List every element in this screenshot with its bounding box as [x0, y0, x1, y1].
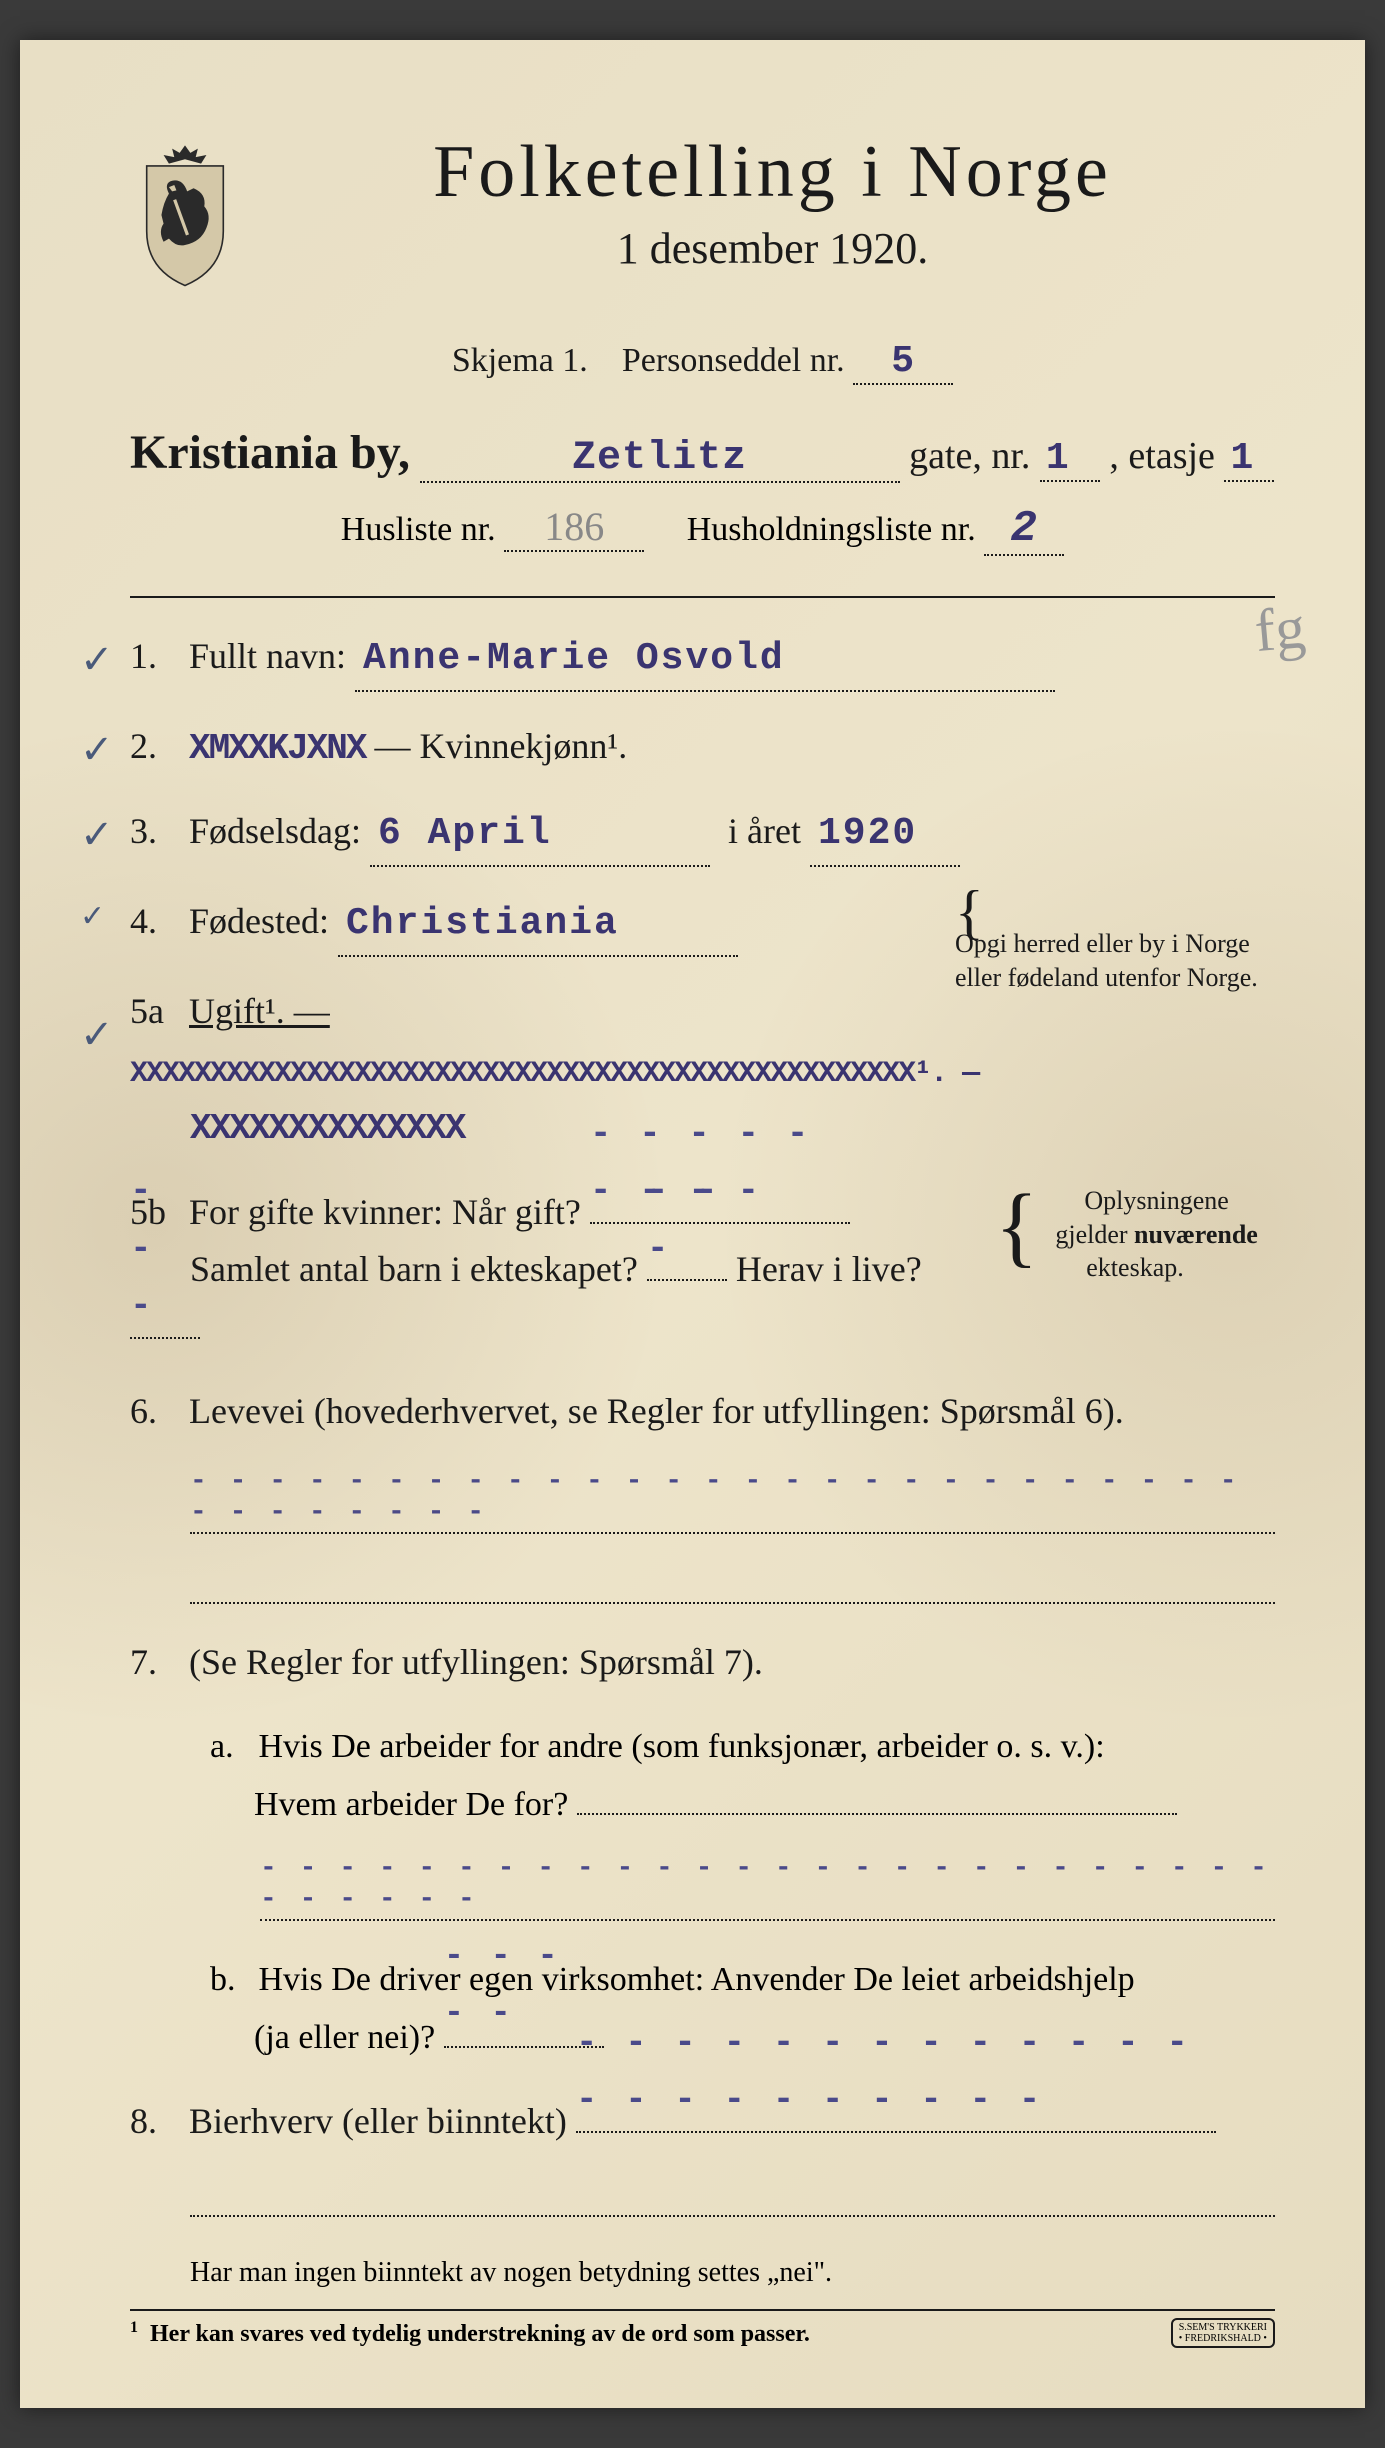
q2-crossed: XMXXKJXNX	[189, 728, 365, 769]
checkmark-icon: ✓	[80, 718, 114, 782]
q7-label: (Se Regler for utfyllingen: Spørsmål 7).	[189, 1642, 763, 1682]
question-4: ✓ { Opgi herred eller by i Norge eller f…	[130, 893, 1275, 957]
checkmark-icon: ✓	[80, 803, 114, 867]
q7a-l1: Hvis De arbeider for andre (som funksjon…	[259, 1728, 1105, 1765]
q4-label: Fødested:	[189, 901, 329, 941]
footer-note: Har man ingen biinntekt av nogen betydni…	[190, 2257, 1275, 2289]
q5b-note-l2: gjelder nuværende	[1055, 1220, 1257, 1249]
husliste-line: Husliste nr. 186 Husholdningsliste nr. 2	[130, 503, 1275, 556]
husliste-label: Husliste nr.	[341, 511, 496, 548]
husholdning-label: Husholdningsliste nr.	[687, 511, 976, 548]
title-block: Folketelling i Norge 1 desember 1920.	[270, 120, 1275, 274]
q2-label: — Kvinnekjønn¹.	[374, 726, 627, 766]
question-8: 8. Bierhverv (eller biinntekt)	[130, 2093, 1275, 2151]
q7a-l2: Hvem arbeider De for?	[210, 1786, 568, 1823]
skjema-label-right: Personseddel nr.	[622, 342, 845, 379]
question-7: 7. (Se Regler for utfyllingen: Spørsmål …	[130, 1634, 1275, 1692]
question-5b: { Oplysningene gjelder nuværende ekteska…	[130, 1184, 1275, 1357]
q1-label: Fullt navn:	[189, 636, 346, 676]
husliste-nr: 186	[504, 503, 644, 552]
question-2: ✓ 2. XMXXKJXNX — Kvinnekjønn¹.	[130, 718, 1275, 778]
printer-stamp: S.SEM'S TRYKKERI • FREDRIKSHALD •	[1171, 2318, 1275, 2348]
street-name: Zetlitz	[420, 436, 900, 483]
footnote-text: Her kan svares ved tydelig understreknin…	[150, 2321, 810, 2347]
personseddel-nr: 5	[853, 340, 953, 385]
q6-answer-line: - - - - - - - - - - - - - - - - - - - - …	[190, 1466, 1275, 1534]
q5b-l2b: Herav i live?	[736, 1249, 922, 1289]
footnote: 1 Her kan svares ved tydelig understrekn…	[130, 2309, 1275, 2348]
stamp-l2: • FREDRIKSHALD •	[1179, 2333, 1267, 2344]
q5b-note-l3: ekteskap.	[1086, 1253, 1183, 1282]
q7a-blank	[577, 1813, 1177, 1815]
census-form-page: fg Folketelling i Norge 1 desember 1920.…	[20, 40, 1365, 2408]
gate-label: gate, nr.	[909, 435, 1030, 477]
q7a-answer-line: - - - - - - - - - - - - - - - - - - - - …	[260, 1853, 1275, 1921]
husholdning-nr: 2	[984, 504, 1064, 556]
q7b-l1: Hvis De driver egen virksomhet: Anvender…	[259, 1961, 1135, 1998]
q6-label: Levevei (hovederhvervet, se Regler for u…	[189, 1391, 1124, 1431]
q5a-ugift: Ugift¹. —	[189, 991, 330, 1031]
q5b-note-l1: Oplysningene	[1084, 1186, 1228, 1215]
city-line: Kristiania by, Zetlitz gate, nr. 1 , eta…	[130, 425, 1275, 483]
q8-blank	[576, 2131, 1216, 2133]
q8-label: Bierhverv (eller biinntekt)	[189, 2101, 567, 2141]
children-alive-blank	[130, 1337, 200, 1339]
etasje-nr: 1	[1224, 437, 1274, 482]
birthplace: Christiania	[338, 894, 738, 957]
checkmark-icon: ✓	[80, 1003, 114, 1067]
checkmark-icon: ✓	[80, 893, 105, 941]
q3-mid: i året	[728, 811, 801, 851]
q5a-crossed1: XXXXXXXXXXXXXXXXXXXXXXXXXXXXXXXXXXXXXXXX…	[130, 1057, 978, 1091]
q3-label: Fødselsdag:	[189, 811, 361, 851]
full-name-value: Anne-Marie Osvold	[355, 629, 1055, 692]
skjema-label-left: Skjema 1.	[452, 342, 588, 379]
q7b-l2: (ja eller nei)?	[210, 2019, 435, 2056]
q5b-side-note: { Oplysningene gjelder nuværende ekteska…	[995, 1184, 1275, 1285]
question-3: ✓ 3. Fødselsdag: 6 April i året 1920	[130, 803, 1275, 867]
children-total-blank	[647, 1279, 727, 1281]
coat-of-arms-icon	[130, 140, 240, 290]
q8-answer-line-2	[190, 2177, 1275, 2217]
skjema-line: Skjema 1. Personseddel nr. 5	[130, 340, 1275, 385]
etasje-label: , etasje	[1109, 435, 1215, 477]
city-prefix: Kristiania by,	[130, 426, 410, 479]
q4-side-note: { Opgi herred eller by i Norge eller fød…	[955, 893, 1275, 995]
q5b-l2a: Samlet antal barn i ekteskapet?	[130, 1249, 638, 1289]
q4-note-l1: Opgi herred eller by i Norge	[955, 929, 1250, 958]
q5b-l1: For gifte kvinner: Når gift?	[189, 1192, 581, 1232]
gate-nr: 1	[1040, 437, 1100, 482]
subtitle: 1 desember 1920.	[270, 223, 1275, 274]
birth-day: 6 April	[370, 804, 710, 867]
question-1: ✓ 1. Fullt navn: Anne-Marie Osvold	[130, 628, 1275, 692]
q5a-crossed2: XXXXXXXXXXXXXX	[130, 1108, 464, 1149]
header: Folketelling i Norge 1 desember 1920.	[130, 120, 1275, 290]
main-title: Folketelling i Norge	[270, 130, 1275, 215]
divider	[130, 596, 1275, 598]
stamp-l1: S.SEM'S TRYKKERI	[1179, 2322, 1267, 2333]
q6-answer-line-2	[190, 1564, 1275, 1604]
question-6: 6. Levevei (hovederhvervet, se Regler fo…	[130, 1383, 1275, 1441]
birth-year: 1920	[810, 804, 960, 867]
question-7a: a. Hvis De arbeider for andre (som funks…	[130, 1718, 1275, 1834]
checkmark-icon: ✓	[80, 628, 114, 692]
